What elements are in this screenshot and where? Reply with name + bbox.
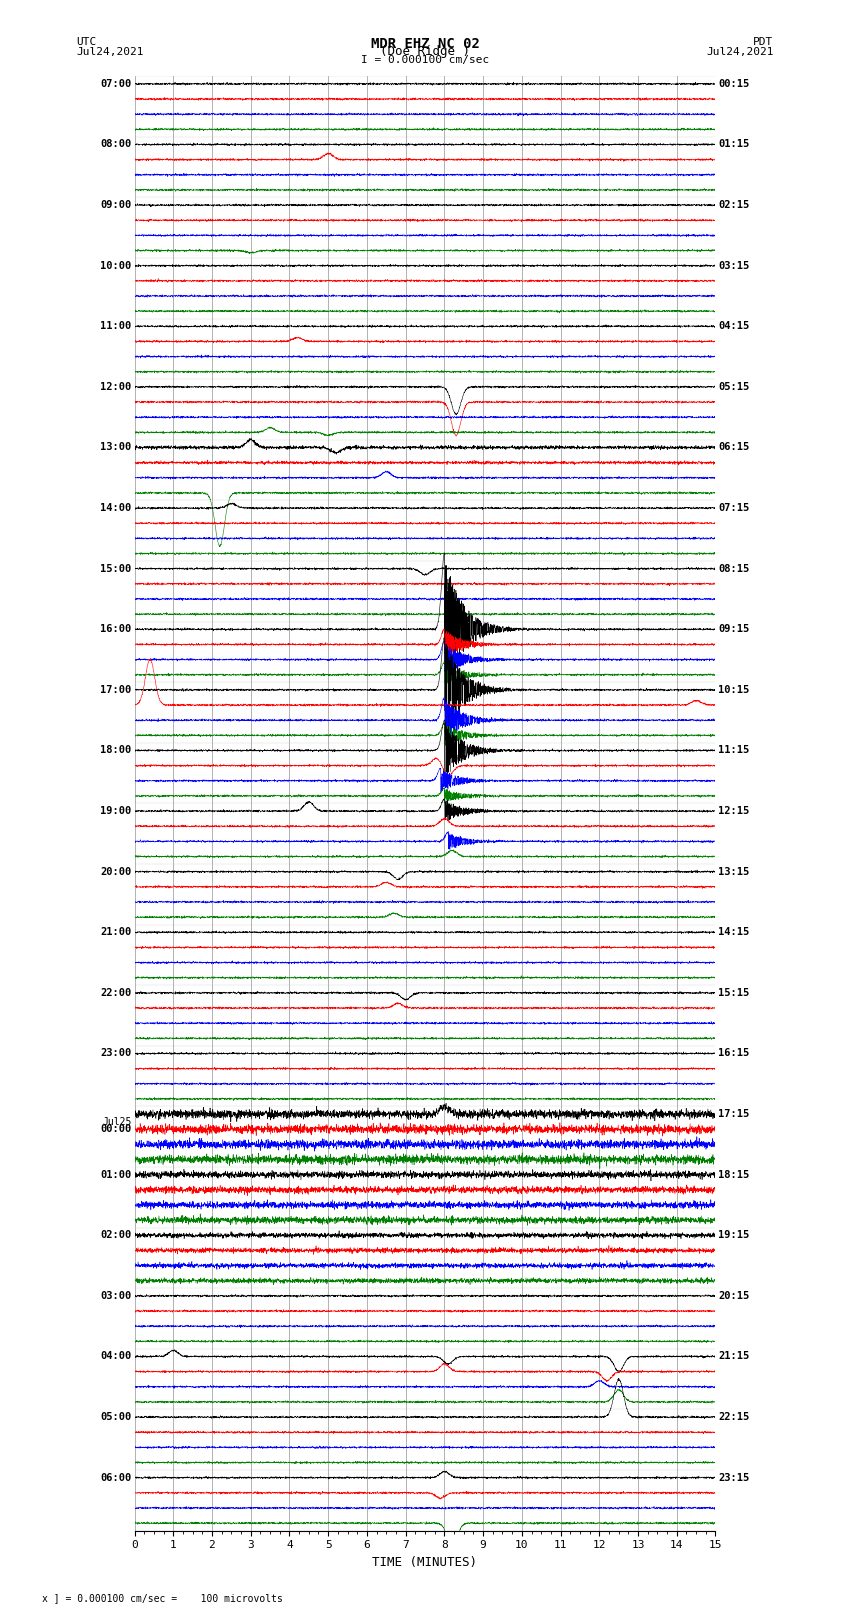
Text: 02:00: 02:00 [100, 1231, 132, 1240]
Text: 18:15: 18:15 [718, 1169, 750, 1179]
Text: 08:00: 08:00 [100, 139, 132, 150]
Text: x ] = 0.000100 cm/sec =    100 microvolts: x ] = 0.000100 cm/sec = 100 microvolts [42, 1594, 283, 1603]
Text: 09:15: 09:15 [718, 624, 750, 634]
Text: 10:00: 10:00 [100, 261, 132, 271]
Text: 20:15: 20:15 [718, 1290, 750, 1300]
Text: I = 0.000100 cm/sec: I = 0.000100 cm/sec [361, 55, 489, 65]
Text: 17:00: 17:00 [100, 686, 132, 695]
Text: PDT: PDT [753, 37, 774, 47]
X-axis label: TIME (MINUTES): TIME (MINUTES) [372, 1557, 478, 1569]
Text: 12:15: 12:15 [718, 806, 750, 816]
Text: 22:15: 22:15 [718, 1411, 750, 1423]
Text: 04:00: 04:00 [100, 1352, 132, 1361]
Text: (Doe Ridge ): (Doe Ridge ) [380, 45, 470, 58]
Text: 03:00: 03:00 [100, 1290, 132, 1300]
Text: 11:00: 11:00 [100, 321, 132, 331]
Text: 04:15: 04:15 [718, 321, 750, 331]
Text: 07:15: 07:15 [718, 503, 750, 513]
Text: 05:15: 05:15 [718, 382, 750, 392]
Text: 23:15: 23:15 [718, 1473, 750, 1482]
Text: 18:00: 18:00 [100, 745, 132, 755]
Text: 01:00: 01:00 [100, 1169, 132, 1179]
Text: Jul25: Jul25 [102, 1116, 132, 1126]
Text: 20:00: 20:00 [100, 866, 132, 877]
Text: 01:15: 01:15 [718, 139, 750, 150]
Text: 06:15: 06:15 [718, 442, 750, 453]
Text: Jul24,2021: Jul24,2021 [76, 47, 144, 56]
Text: 23:00: 23:00 [100, 1048, 132, 1058]
Text: 00:15: 00:15 [718, 79, 750, 89]
Text: 09:00: 09:00 [100, 200, 132, 210]
Text: 02:15: 02:15 [718, 200, 750, 210]
Text: UTC: UTC [76, 37, 97, 47]
Text: 10:15: 10:15 [718, 686, 750, 695]
Text: 08:15: 08:15 [718, 563, 750, 574]
Text: 11:15: 11:15 [718, 745, 750, 755]
Text: 19:15: 19:15 [718, 1231, 750, 1240]
Text: 13:00: 13:00 [100, 442, 132, 453]
Text: 21:00: 21:00 [100, 927, 132, 937]
Text: Jul24,2021: Jul24,2021 [706, 47, 774, 56]
Text: 17:15: 17:15 [718, 1110, 750, 1119]
Text: MDR EHZ NC 02: MDR EHZ NC 02 [371, 37, 479, 52]
Text: 07:00: 07:00 [100, 79, 132, 89]
Text: 14:15: 14:15 [718, 927, 750, 937]
Text: 21:15: 21:15 [718, 1352, 750, 1361]
Text: 03:15: 03:15 [718, 261, 750, 271]
Text: 12:00: 12:00 [100, 382, 132, 392]
Text: 15:15: 15:15 [718, 987, 750, 998]
Text: 14:00: 14:00 [100, 503, 132, 513]
Text: 16:15: 16:15 [718, 1048, 750, 1058]
Text: 05:00: 05:00 [100, 1411, 132, 1423]
Text: 00:00: 00:00 [100, 1124, 132, 1134]
Text: 22:00: 22:00 [100, 987, 132, 998]
Text: 13:15: 13:15 [718, 866, 750, 877]
Text: 19:00: 19:00 [100, 806, 132, 816]
Text: 16:00: 16:00 [100, 624, 132, 634]
Text: 06:00: 06:00 [100, 1473, 132, 1482]
Text: 15:00: 15:00 [100, 563, 132, 574]
